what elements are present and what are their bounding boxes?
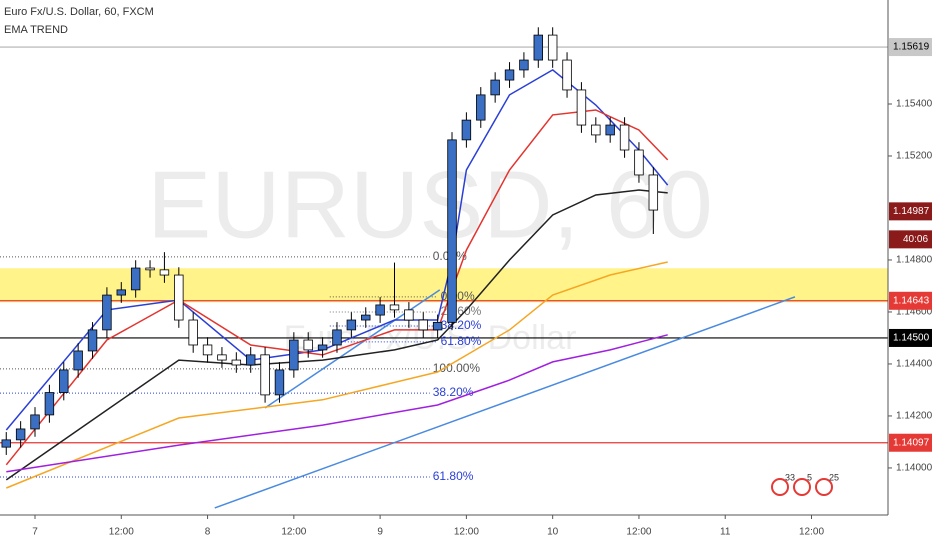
fib-label: 100.00% xyxy=(433,361,481,375)
candle-body xyxy=(389,304,400,311)
candle-body xyxy=(202,344,213,356)
price-tag-label: 1.14097 xyxy=(893,437,930,448)
badge-icon xyxy=(793,478,811,496)
price-tag xyxy=(889,291,932,310)
x-tick-label: 12:00 xyxy=(626,527,651,538)
price-tag xyxy=(889,328,932,347)
countdown: 40:06 xyxy=(903,234,928,245)
candle-body xyxy=(59,369,69,393)
candle-body xyxy=(504,69,515,81)
x-tick-label: 9 xyxy=(377,527,383,538)
y-tick-label: 1.14200 xyxy=(896,411,932,422)
badge-icon xyxy=(815,478,833,496)
y-tick-label: 1.14000 xyxy=(896,463,932,474)
chart-title: Euro Fx/U.S. Dollar, 60, FXCM xyxy=(4,6,154,18)
x-tick-label: 7 xyxy=(32,527,38,538)
candle-body xyxy=(44,392,55,416)
x-tick-label: 12:00 xyxy=(799,527,824,538)
price-tag-label: 1.15619 xyxy=(893,42,930,53)
candle-body xyxy=(317,344,328,351)
candle-body xyxy=(533,34,544,61)
support-zone xyxy=(0,268,888,303)
candle-body xyxy=(188,319,198,346)
candle-body xyxy=(418,319,428,331)
ema-line xyxy=(5,68,669,431)
y-tick-label: 1.15400 xyxy=(896,99,932,110)
x-tick-label: 12:00 xyxy=(281,527,306,538)
candle-body xyxy=(159,269,170,276)
candle-body xyxy=(102,294,112,331)
price-tag-label: 1.14987 xyxy=(893,206,930,217)
badge-count: 5 xyxy=(807,472,812,482)
candle-body xyxy=(245,354,256,366)
watermark: EURUSD, 60 xyxy=(147,151,713,258)
candle-body xyxy=(1,439,11,448)
candle-body xyxy=(130,267,141,291)
candle-body xyxy=(289,339,299,371)
candle-body xyxy=(576,89,587,126)
candle-body xyxy=(87,329,98,352)
badge-count: 33 xyxy=(785,472,795,482)
price-tag-label: 1.14500 xyxy=(893,333,930,344)
fib-label: 0.00% xyxy=(441,289,475,303)
indicator-name: EMA TREND xyxy=(4,24,68,36)
badge-icon xyxy=(771,478,789,496)
price-tag-label: 1.14643 xyxy=(893,295,930,306)
candle-body xyxy=(375,304,385,316)
candle-body xyxy=(116,289,127,296)
countdown-box xyxy=(889,230,932,249)
candle-body xyxy=(634,149,644,176)
ema-line xyxy=(6,261,668,489)
candle-body xyxy=(547,34,558,61)
candle-body xyxy=(648,174,659,211)
candle-body xyxy=(30,414,40,430)
candle-body xyxy=(461,119,472,141)
x-tick-label: 8 xyxy=(205,527,211,538)
price-tag xyxy=(889,433,932,452)
candle-body xyxy=(562,59,572,91)
x-tick-label: 12:00 xyxy=(454,527,479,538)
candle-body xyxy=(145,267,155,271)
candle-body xyxy=(447,139,457,323)
candle-body xyxy=(260,354,270,396)
candle-body xyxy=(303,339,313,351)
price-tag xyxy=(889,38,932,57)
candle-body xyxy=(605,124,615,136)
fib-label: 61.80% xyxy=(433,469,474,483)
x-tick-label: 11 xyxy=(720,527,731,538)
fib-label: 61.80% xyxy=(441,334,482,348)
candle-body xyxy=(476,94,486,121)
candle-body xyxy=(591,124,601,136)
candle-body xyxy=(490,79,500,96)
candle-body xyxy=(274,369,285,396)
y-tick-label: 1.15200 xyxy=(896,151,932,162)
badge-count: 25 xyxy=(829,472,839,482)
trendline xyxy=(214,296,796,509)
ema-line xyxy=(5,189,668,481)
candle-body xyxy=(619,124,630,151)
candle-body xyxy=(404,309,414,321)
candle-body xyxy=(519,59,529,71)
candle-body xyxy=(231,359,242,366)
candle-body xyxy=(346,319,357,331)
candle-body xyxy=(432,321,443,331)
y-tick-label: 1.14800 xyxy=(896,255,932,266)
candle-body xyxy=(73,350,83,371)
candle-body xyxy=(332,329,342,346)
x-tick-label: 10 xyxy=(547,527,559,538)
price-tag xyxy=(889,202,932,221)
y-tick-label: 1.14400 xyxy=(896,359,932,370)
fib-label: 38.20% xyxy=(433,385,474,399)
candle-body xyxy=(15,428,26,441)
candle-body xyxy=(174,274,184,321)
x-tick-label: 12:00 xyxy=(109,527,134,538)
candle-body xyxy=(217,354,227,361)
ema-line xyxy=(6,334,668,473)
y-tick-label: 1.14600 xyxy=(896,307,932,318)
candle-body xyxy=(361,314,371,321)
